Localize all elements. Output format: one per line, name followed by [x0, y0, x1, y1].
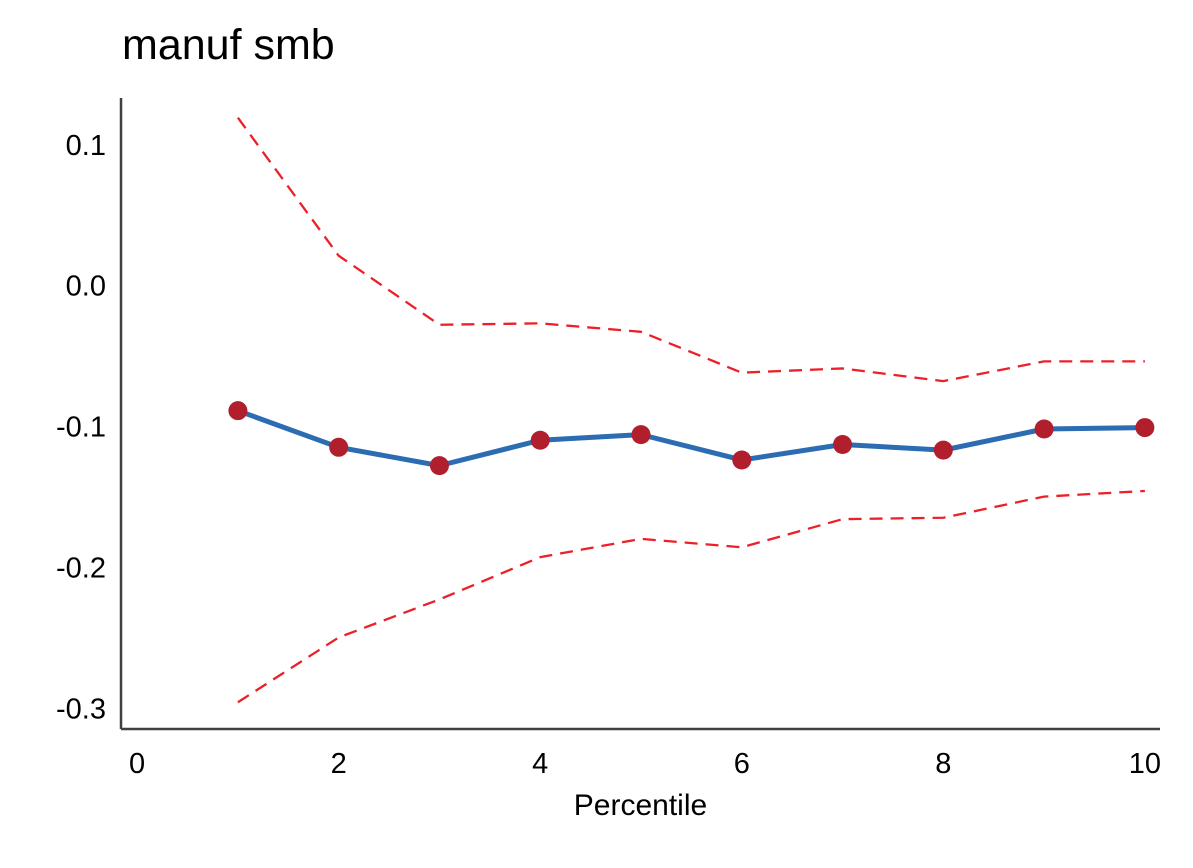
y-tick-label: 0.1 [66, 130, 106, 162]
x-tick-label: 4 [532, 748, 548, 780]
y-tick-label: 0.0 [66, 271, 106, 303]
y-tick-label: -0.1 [56, 412, 106, 444]
x-tick-label: 8 [935, 748, 951, 780]
estimate-point [933, 440, 953, 460]
estimate-point [833, 434, 853, 454]
x-tick-label: 0 [129, 748, 145, 780]
estimate-point [329, 437, 349, 457]
chart-title: manuf smb [122, 21, 335, 69]
x-tick-label: 10 [1129, 748, 1161, 780]
ci_lower-line [237, 489, 1145, 704]
estimate-point [530, 430, 550, 450]
x-tick-label: 6 [734, 748, 750, 780]
estimate-line [237, 408, 1145, 469]
y-tick-label: -0.3 [56, 693, 106, 725]
ci_upper-line [236, 117, 1145, 383]
estimate-point [228, 401, 248, 421]
estimate-point [631, 425, 651, 445]
x-axis-label: Percentile [573, 789, 708, 822]
estimate-point [429, 456, 449, 476]
estimate-point [1135, 418, 1155, 438]
estimate-point [1034, 419, 1054, 439]
x-tick-label: 2 [331, 748, 347, 780]
y-tick-label: -0.2 [56, 552, 106, 584]
estimate-point [732, 450, 752, 470]
